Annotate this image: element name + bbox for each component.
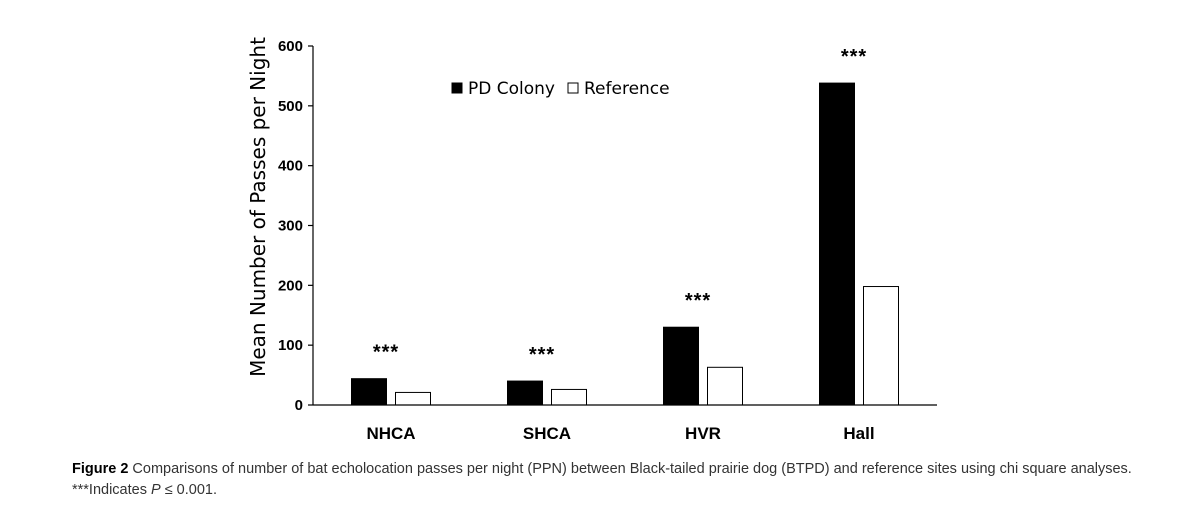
y-tick-label: 0 <box>295 397 303 414</box>
y-tick-label: 500 <box>278 98 303 115</box>
x-axis-ticks: NHCA SHCA HVR Hall <box>366 424 874 443</box>
y-tick-label: 400 <box>278 158 303 175</box>
significance-annotation: *** <box>841 46 867 68</box>
y-axis-label: Mean Number of Passes per Night <box>246 37 270 377</box>
legend-swatch-reference <box>567 82 579 94</box>
bars <box>351 82 899 406</box>
x-tick-label: NHCA <box>366 424 415 443</box>
legend-label-pd-colony: PD Colony <box>468 79 555 99</box>
legend: PD Colony Reference <box>451 79 670 99</box>
significance-annotations: *** *** *** *** <box>373 46 867 366</box>
y-tick-label: 300 <box>278 218 303 235</box>
legend-swatch-pd-colony <box>451 82 463 94</box>
legend-label-reference: Reference <box>584 79 670 99</box>
significance-annotation: *** <box>373 342 399 364</box>
y-tick-label: 600 <box>278 38 303 55</box>
bar-reference-hall <box>863 286 899 406</box>
bar-pd-colony-hall <box>819 82 855 406</box>
bar-reference-shca <box>551 388 587 406</box>
figure-caption: Figure 2 Comparisons of number of bat ec… <box>72 459 1152 501</box>
x-tick-label: HVR <box>685 424 721 443</box>
caption-text: Comparisons of number of bat echolocatio… <box>72 461 1132 498</box>
caption-p-value: ≤ 0.001. <box>160 482 218 498</box>
y-tick-label: 100 <box>278 337 303 354</box>
significance-annotation: *** <box>685 290 711 312</box>
bar-reference-nhca <box>395 391 431 406</box>
x-tick-label: Hall <box>843 424 874 443</box>
y-axis-ticks: 0 100 200 300 400 500 600 <box>278 38 313 414</box>
bar-pd-colony-hvr <box>663 326 699 406</box>
significance-annotation: *** <box>529 344 555 366</box>
bar-pd-colony-shca <box>507 380 543 406</box>
x-tick-label: SHCA <box>523 424 571 443</box>
bar-pd-colony-nhca <box>351 378 387 406</box>
y-tick-label: 200 <box>278 277 303 294</box>
bar-reference-hvr <box>707 366 743 406</box>
figure-label: Figure 2 <box>72 461 129 477</box>
bar-chart: Mean Number of Passes per Night 0 100 200 3… <box>246 37 937 443</box>
caption-p-symbol: P <box>151 482 161 498</box>
